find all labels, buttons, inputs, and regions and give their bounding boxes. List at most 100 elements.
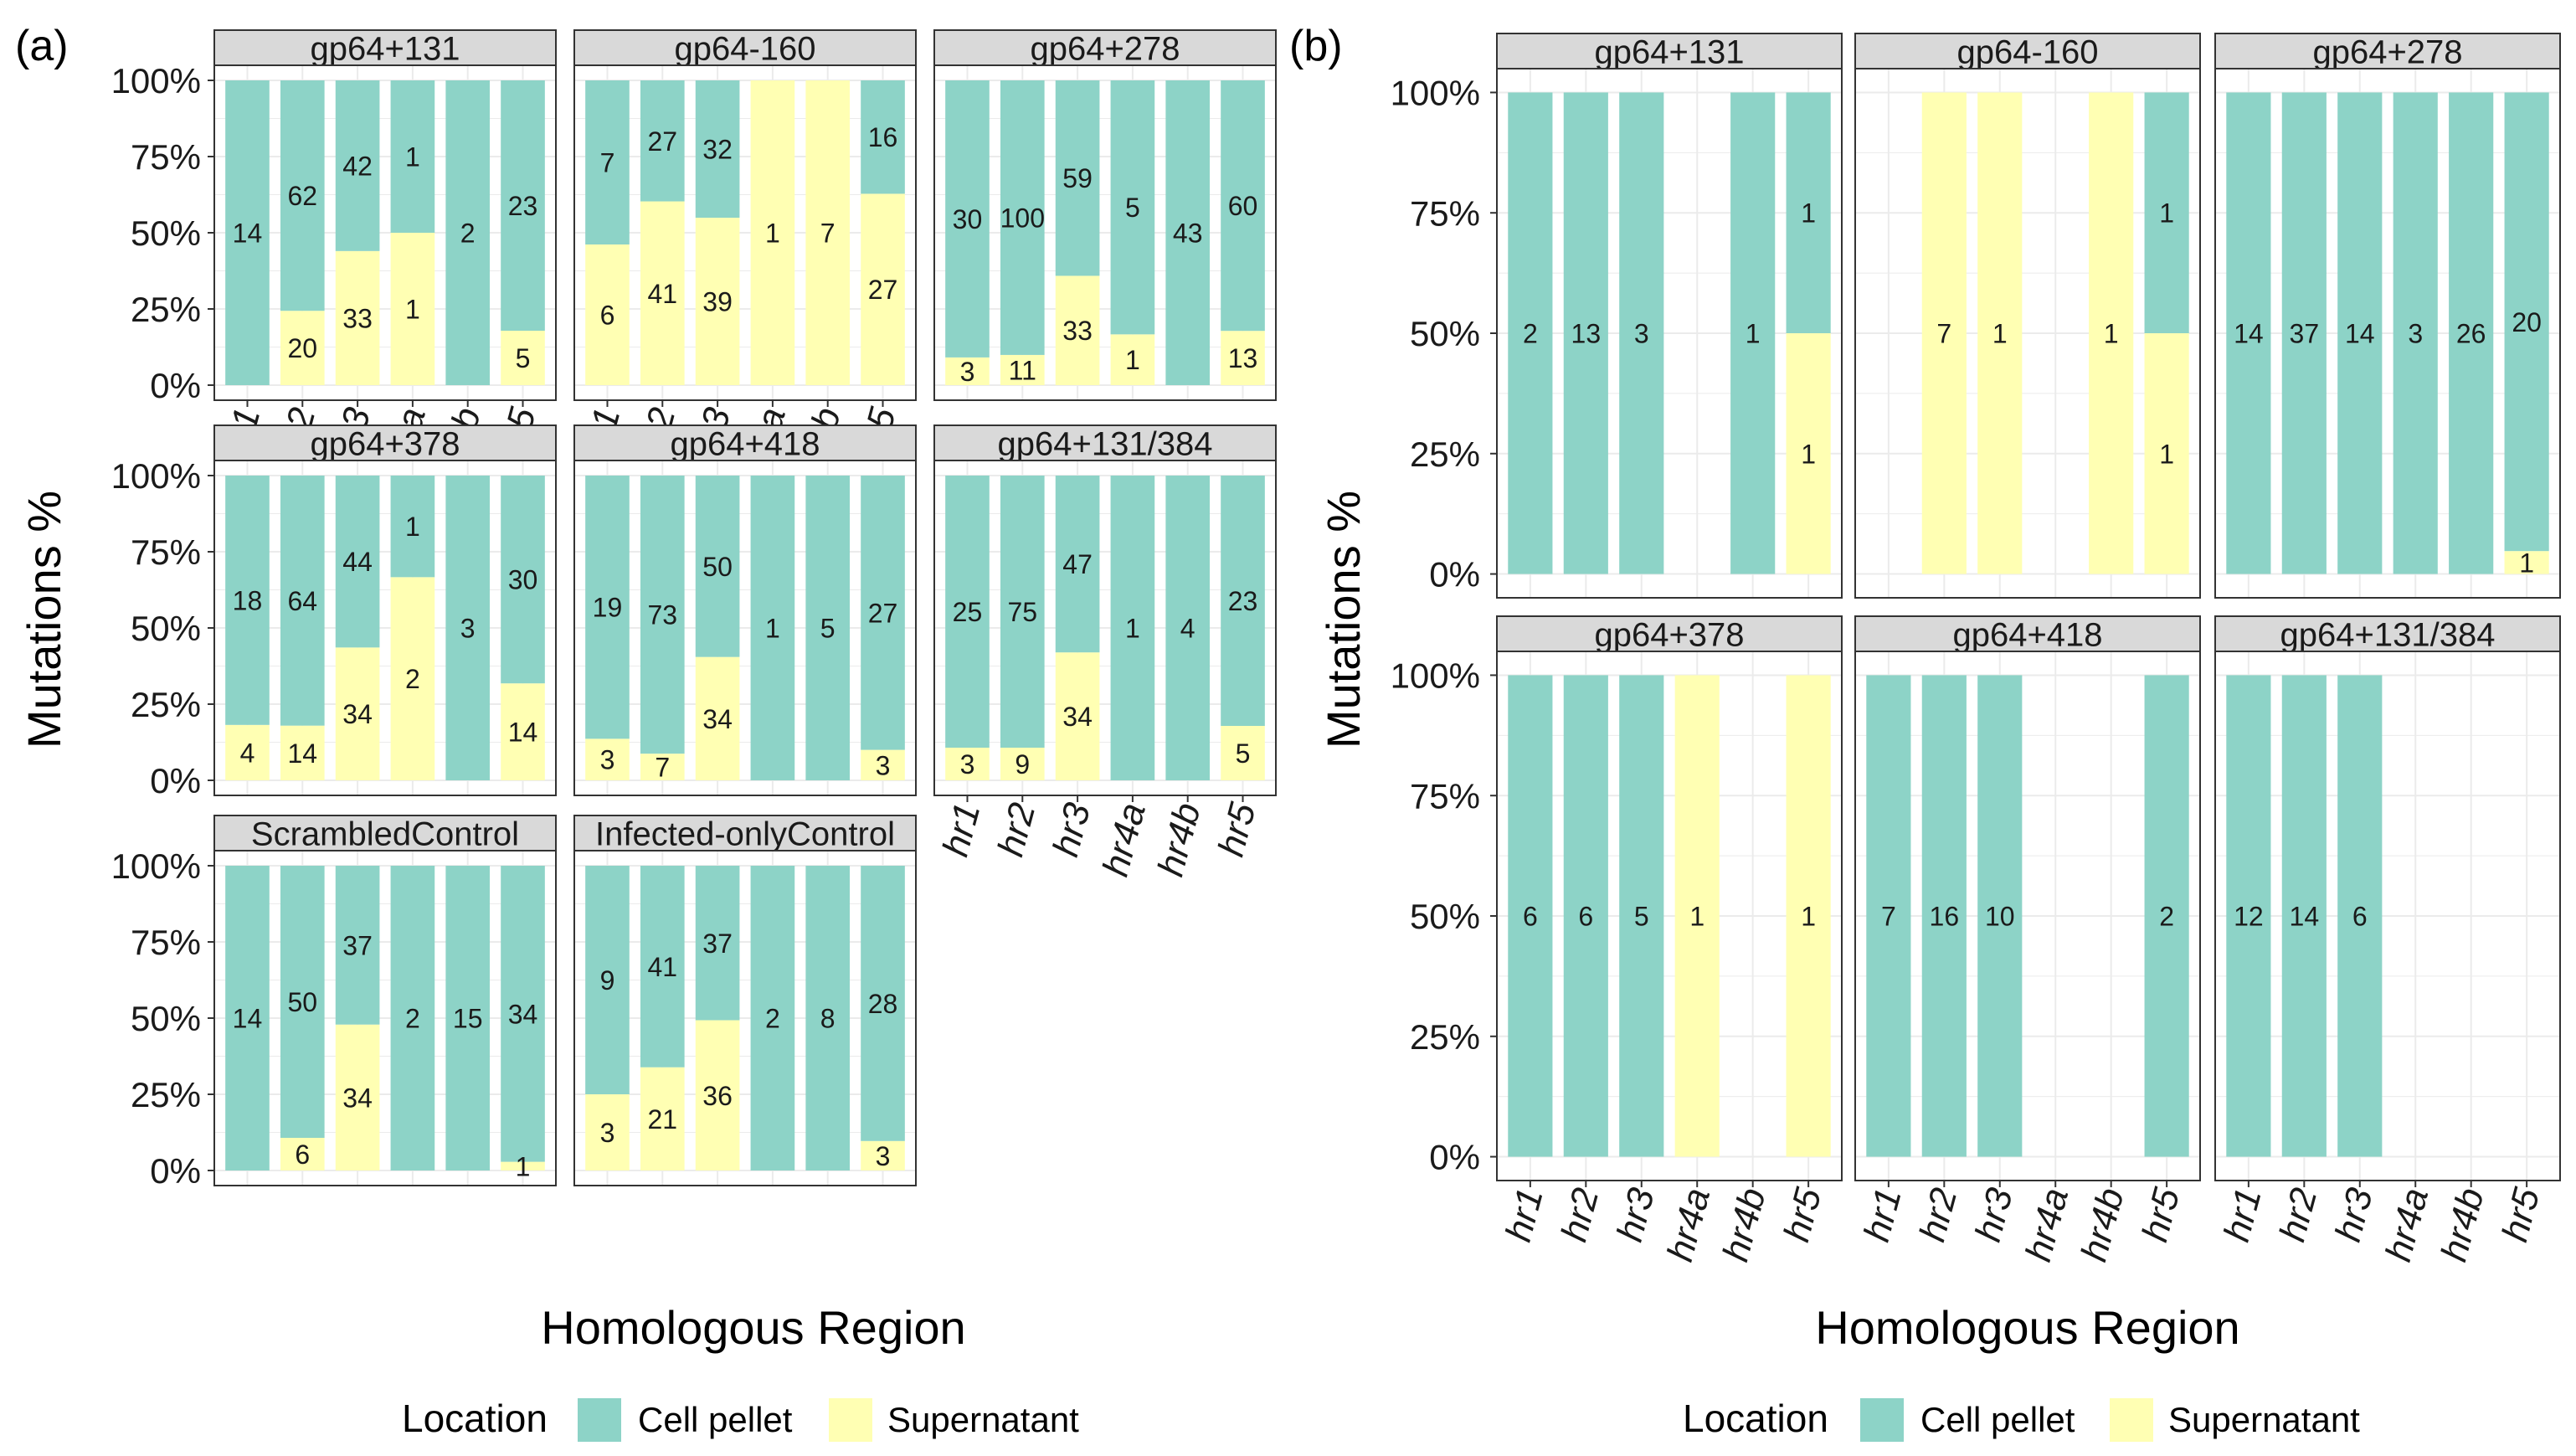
facet-strip-label: gp64+378 (310, 425, 460, 462)
value-label-cell-pellet: 42 (342, 151, 373, 181)
x-tick-label-hr2: hr2 (1554, 1184, 1607, 1246)
bar-cell-pellet-hr1 (225, 80, 270, 385)
value-label-cell-pellet: 20 (2512, 307, 2542, 337)
bar-cell-pellet-hr4a (390, 80, 435, 233)
value-label-cell-pellet: 7 (1881, 902, 1896, 932)
value-label-cell-pellet: 59 (1062, 163, 1093, 193)
bar-cell-pellet-hr1 (225, 866, 270, 1170)
value-label-supernatant: 41 (647, 279, 677, 309)
bar-supernatant-hr4a (750, 80, 795, 385)
x-axis-title: Homologous Region (541, 1301, 965, 1354)
bar-cell-pellet-hr3 (695, 476, 740, 657)
value-label-supernatant: 21 (647, 1104, 677, 1134)
facet-strip-label: gp64+278 (2312, 33, 2462, 70)
bar-supernatant-hr4a (390, 233, 435, 385)
value-label-supernatant: 3 (876, 750, 891, 780)
bar-cell-pellet-hr4b (1730, 92, 1776, 574)
bar-supernatant-hr4a (1674, 675, 1720, 1157)
x-tick-label-hr4a: hr4a (2018, 1184, 2076, 1266)
y-tick-label: 0% (150, 366, 201, 405)
x-tick-label-hr5: hr5 (1776, 1183, 1829, 1246)
y-tick-label: 25% (131, 290, 201, 329)
value-label-cell-pellet: 27 (647, 126, 677, 157)
value-label-cell-pellet: 37 (2290, 319, 2320, 349)
value-label-supernatant: 1 (2519, 548, 2534, 578)
bar-supernatant-hr4a (1110, 334, 1155, 385)
value-label-cell-pellet: 50 (702, 552, 733, 582)
value-label-supernatant: 34 (342, 699, 373, 729)
bar-supernatant-hr5 (1221, 726, 1265, 780)
x-tick-label-hr3: hr3 (1045, 798, 1098, 861)
facet-strip (1854, 33, 2201, 69)
value-label-cell-pellet: 41 (647, 952, 677, 982)
bar-cell-pellet-hr5 (861, 80, 905, 194)
value-label-supernatant: 1 (2104, 319, 2119, 349)
bar-cell-pellet-hr4b (2449, 92, 2494, 574)
y-tick-label: 0% (1429, 555, 1480, 594)
bar-cell-pellet-hr5 (2504, 92, 2549, 552)
value-label-cell-pellet: 2 (1523, 319, 1538, 349)
value-label-cell-pellet: 14 (233, 1004, 263, 1034)
bar-cell-pellet-hr1 (2226, 92, 2271, 574)
bar-cell-pellet-hr3 (2337, 675, 2383, 1157)
facet-strip-label: gp64-160 (1956, 33, 2098, 70)
legend-title: Location (1683, 1397, 1828, 1440)
bar-cell-pellet-hr5 (501, 866, 545, 1162)
panel-border (1854, 651, 2201, 1181)
value-label-cell-pellet: 1 (2159, 198, 2174, 229)
value-label-cell-pellet: 34 (508, 999, 538, 1029)
value-label-cell-pellet: 1 (1746, 319, 1761, 349)
y-tick-label: 100% (111, 846, 201, 886)
y-tick-label: 100% (1391, 74, 1480, 113)
value-label-cell-pellet: 16 (1930, 902, 1960, 932)
bar-cell-pellet-hr4a (750, 476, 795, 780)
y-tick-label: 100% (111, 61, 201, 100)
bar-cell-pellet-hr4b (1165, 476, 1211, 780)
bar-cell-pellet-hr4a (390, 476, 435, 578)
bar-cell-pellet-hr3 (335, 476, 380, 648)
value-label-cell-pellet: 16 (868, 122, 898, 152)
value-label-cell-pellet: 28 (868, 989, 898, 1019)
bar-cell-pellet-hr5 (2144, 675, 2189, 1157)
value-label-cell-pellet: 1 (405, 142, 420, 172)
bar-cell-pellet-hr5 (501, 80, 545, 331)
bar-supernatant-hr5 (1221, 331, 1265, 385)
value-label-supernatant: 33 (1062, 316, 1093, 346)
facet-strip-label: Infected-onlyControl (595, 815, 895, 852)
value-label-cell-pellet: 8 (820, 1004, 836, 1034)
value-label-cell-pellet: 43 (1173, 219, 1203, 249)
value-label-cell-pellet: 5 (820, 614, 836, 644)
value-label-cell-pellet: 2 (2159, 902, 2174, 932)
panel-border (933, 460, 1277, 796)
value-label-supernatant: 1 (405, 295, 420, 325)
bar-supernatant-hr3 (1055, 275, 1100, 385)
bar-cell-pellet-hr3 (335, 866, 380, 1025)
bar-supernatant-hr5 (861, 193, 905, 385)
bar-cell-pellet-hr5 (861, 866, 905, 1141)
bar-cell-pellet-hr4a (390, 866, 435, 1170)
bar-cell-pellet-hr3 (1055, 80, 1100, 276)
y-tick-label: 50% (131, 999, 201, 1038)
facet-strip-label: ScrambledControl (251, 815, 519, 852)
bar-cell-pellet-hr1 (945, 80, 990, 358)
value-label-supernatant: 33 (342, 303, 373, 333)
bar-cell-pellet-hr2 (1000, 476, 1045, 748)
x-tick-label-hr3: hr3 (2327, 1183, 2381, 1246)
value-label-cell-pellet: 14 (233, 219, 263, 249)
bar-cell-pellet-hr1 (1508, 92, 1553, 574)
facet-gp64-131: gp64+13114206233421125230%25%50%75%100%h… (111, 29, 557, 486)
y-tick-label: 25% (1410, 435, 1480, 474)
y-tick-label: 50% (1410, 314, 1480, 353)
value-label-cell-pellet: 1 (1801, 198, 1816, 229)
value-label-supernatant: 14 (287, 738, 317, 769)
y-tick-label: 0% (150, 761, 201, 800)
bar-cell-pellet-hr1 (225, 476, 270, 725)
bar-supernatant-hr3 (1977, 92, 2023, 574)
bar-cell-pellet-hr3 (1619, 92, 1664, 574)
y-tick-label: 25% (131, 685, 201, 724)
x-tick-label-hr1: hr1 (1498, 1184, 1551, 1246)
